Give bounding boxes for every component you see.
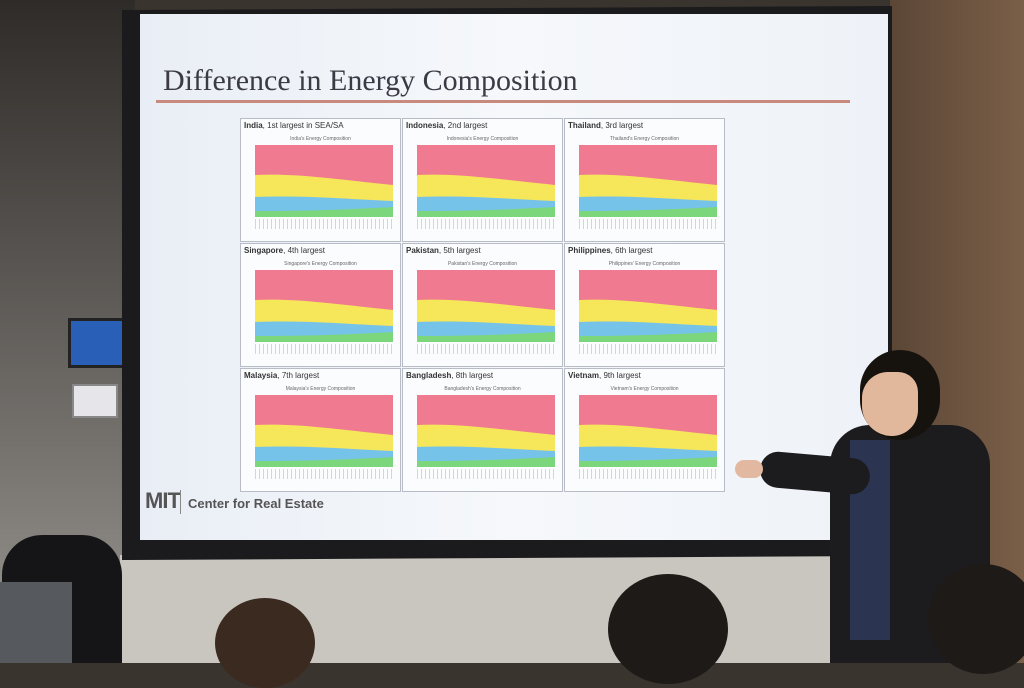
title-rule <box>156 100 850 103</box>
plot-area <box>417 270 555 342</box>
chart-panel: Vietnam, 9th largest Vietnam's Energy Com… <box>564 368 725 492</box>
plot-area <box>417 145 555 217</box>
plot-area <box>255 145 393 217</box>
footer-logo: MIT <box>145 488 181 513</box>
rank-label: 4th largest <box>287 246 325 255</box>
country-name: Vietnam <box>568 371 599 380</box>
chart-panel: Thailand, 3rd largest Thailand's Energy C… <box>564 118 725 242</box>
audience-head <box>608 574 728 684</box>
panel-header: Philippines, 6th largest <box>568 246 653 255</box>
panel-header: Singapore, 4th largest <box>244 246 325 255</box>
chart-title: Bangladesh's Energy Composition <box>444 386 521 392</box>
area <box>579 457 717 467</box>
panel-header: India, 1st largest in SEA/SA <box>244 121 344 130</box>
country-name: Singapore <box>244 246 284 255</box>
x-axis <box>417 219 555 229</box>
plot-area <box>255 270 393 342</box>
chart-panel: Indonesia, 2nd largest Indonesia's Energy… <box>402 118 563 242</box>
plot-area <box>417 395 555 467</box>
chart-panel: Singapore, 4th largest Singapore's Energy… <box>240 243 401 367</box>
rank-label: 1st largest in SEA/SA <box>267 121 344 130</box>
chart-title: Indonesia's Energy Composition <box>446 136 519 142</box>
plot-area <box>255 395 393 467</box>
country-name: Thailand <box>568 121 601 130</box>
country-name: Indonesia <box>406 121 444 130</box>
chart-title: Malaysia's Energy Composition <box>285 386 356 392</box>
x-axis <box>579 219 717 229</box>
footer-label: Center for Real Estate <box>188 496 324 511</box>
control-panel <box>72 384 118 418</box>
area <box>255 457 393 467</box>
area-chart <box>255 145 393 217</box>
area <box>417 207 555 217</box>
area <box>417 332 555 342</box>
area-chart <box>417 395 555 467</box>
panel-header: Thailand, 3rd largest <box>568 121 644 130</box>
x-axis <box>255 344 393 354</box>
rank-label: 9th largest <box>603 371 641 380</box>
slide-title: Difference in Energy Composition <box>163 64 578 97</box>
rank-label: 3rd largest <box>605 121 644 130</box>
chart-title: Philippines' Energy Composition <box>608 261 681 267</box>
area-chart <box>417 270 555 342</box>
chart-panel: Philippines, 6th largest Philippines' Ene… <box>564 243 725 367</box>
x-axis <box>579 469 717 479</box>
x-axis <box>417 469 555 479</box>
panel-header: Bangladesh, 8th largest <box>406 371 494 380</box>
country-name: India <box>244 121 263 130</box>
country-name: Malaysia <box>244 371 278 380</box>
x-axis <box>417 344 555 354</box>
area-chart <box>579 395 717 467</box>
area-chart <box>579 270 717 342</box>
area <box>255 332 393 342</box>
x-axis <box>579 344 717 354</box>
area <box>417 457 555 467</box>
panel-header: Indonesia, 2nd largest <box>406 121 488 130</box>
plot-area <box>579 145 717 217</box>
plot-area <box>579 270 717 342</box>
area <box>255 207 393 217</box>
audience-head <box>215 598 315 688</box>
chart-title: Pakistan's Energy Composition <box>447 261 518 267</box>
area-chart <box>255 270 393 342</box>
country-name: Pakistan <box>406 246 439 255</box>
rank-label: 8th largest <box>455 371 494 380</box>
rank-label: 2nd largest <box>447 121 488 130</box>
country-name: Bangladesh <box>406 371 452 380</box>
chart-title: Singapore's Energy Composition <box>284 261 357 267</box>
chart-panel: Bangladesh, 8th largest Bangladesh's Ener… <box>402 368 563 492</box>
x-axis <box>255 469 393 479</box>
panel-header: Malaysia, 7th largest <box>244 371 320 380</box>
desk <box>0 582 72 663</box>
chart-panel: Pakistan, 5th largest Pakistan's Energy C… <box>402 243 563 367</box>
plot-area <box>579 395 717 467</box>
chart-panel: Malaysia, 7th largest Malaysia's Energy C… <box>240 368 401 492</box>
x-axis <box>255 219 393 229</box>
country-name: Philippines <box>568 246 611 255</box>
chart-title: Vietnam's Energy Composition <box>610 386 679 392</box>
rank-label: 6th largest <box>615 246 653 255</box>
presenter <box>735 460 763 478</box>
area <box>579 332 717 342</box>
presenter <box>862 372 918 436</box>
panel-header: Pakistan, 5th largest <box>406 246 481 255</box>
chart-title: India's Energy Composition <box>290 136 351 142</box>
footer-separator <box>180 490 181 514</box>
area <box>579 207 717 217</box>
chart-panel: India, 1st largest in SEA/SA India's Ener… <box>240 118 401 242</box>
area-chart <box>255 395 393 467</box>
chart-title: Thailand's Energy Composition <box>609 136 680 142</box>
rank-label: 5th largest <box>443 246 481 255</box>
panel-header: Vietnam, 9th largest <box>568 371 641 380</box>
area-chart <box>579 145 717 217</box>
area-chart <box>417 145 555 217</box>
rank-label: 7th largest <box>281 371 320 380</box>
audience-head <box>928 564 1024 674</box>
